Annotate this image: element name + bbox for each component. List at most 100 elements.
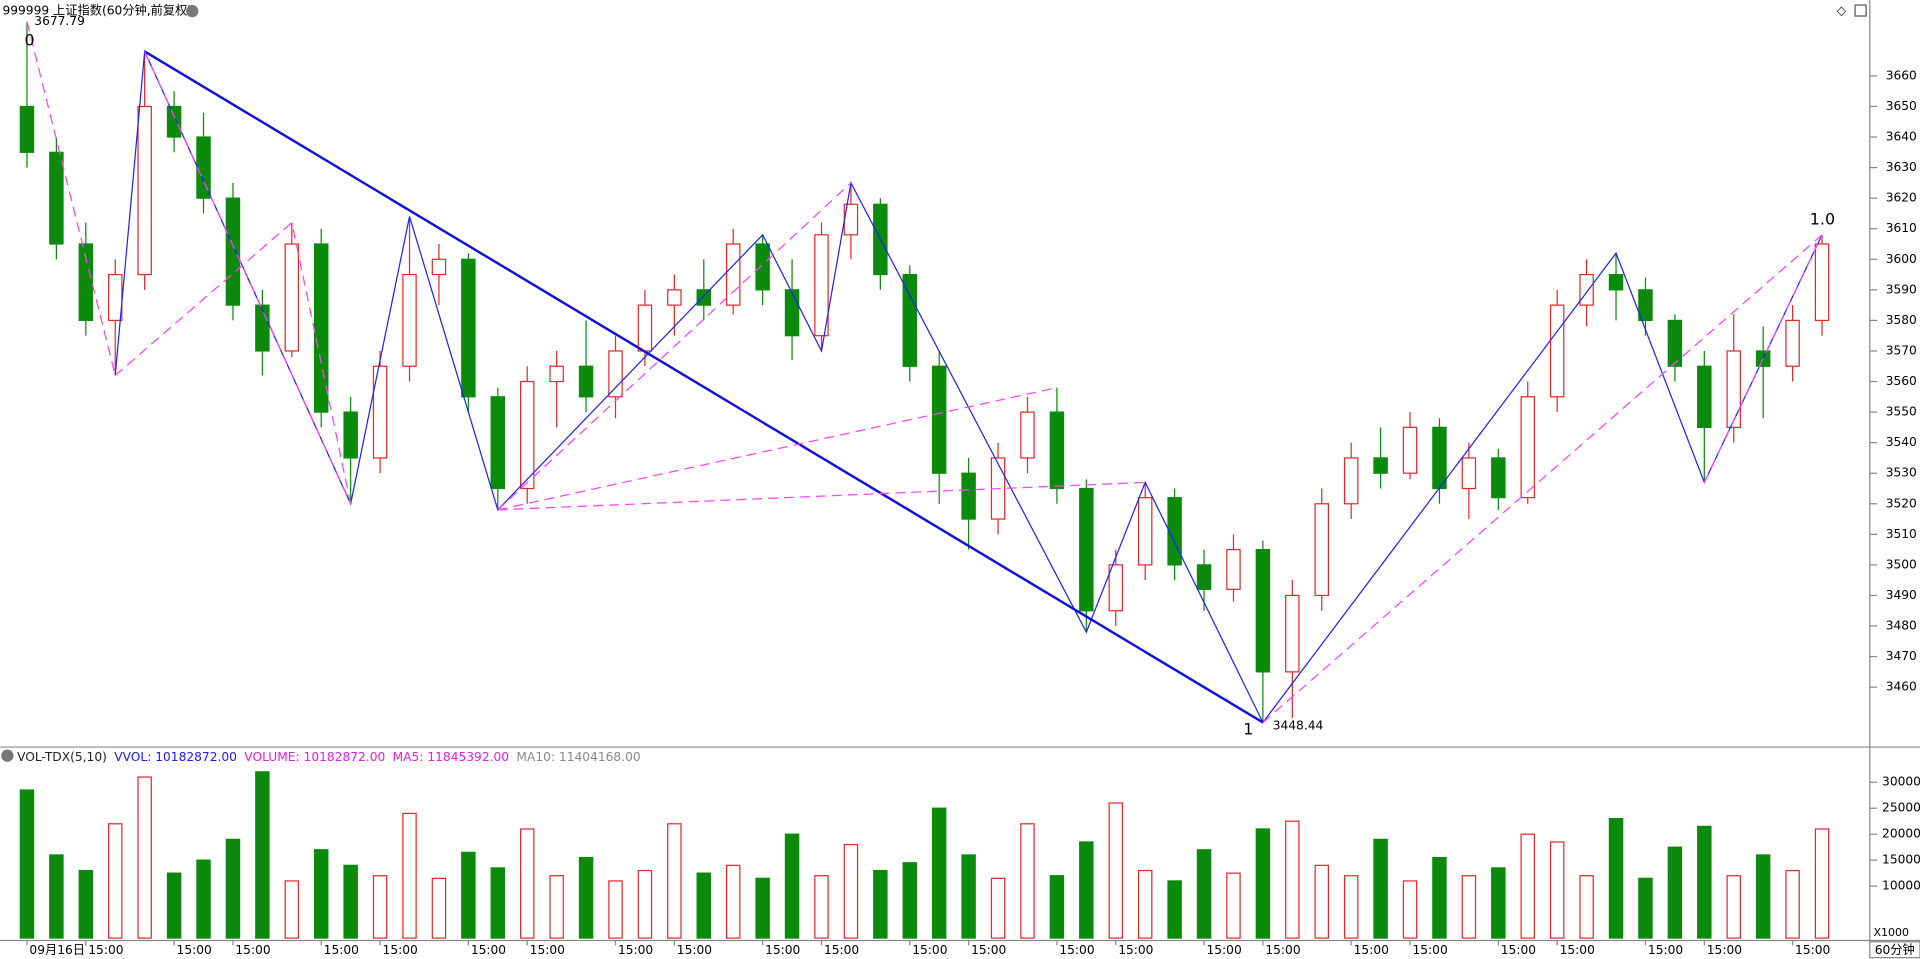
y-tick-label: 3510: [1886, 527, 1917, 541]
candle-body: [784, 289, 800, 337]
y2-tick-label: 15000: [1882, 853, 1920, 867]
candle-body: [549, 365, 564, 383]
y-tick-label: 3500: [1886, 557, 1917, 571]
candle-body: [1638, 289, 1653, 322]
volume-bar: [549, 875, 564, 939]
title-menu[interactable]: [186, 5, 199, 18]
x-tick-label: 15:00: [324, 943, 359, 957]
volume-bar: [1697, 825, 1712, 939]
period-box[interactable]: [1869, 941, 1920, 959]
candle-body: [343, 411, 358, 459]
start-label: 0: [25, 31, 35, 50]
y-tick-label: 3470: [1886, 649, 1917, 663]
volume-bar: [667, 823, 682, 939]
volume-bar: [608, 880, 623, 939]
volume-bar: [1137, 869, 1153, 939]
volume-bar: [1226, 872, 1241, 939]
candle-body: [78, 243, 94, 322]
volume-bar: [696, 872, 712, 939]
volume-bar: [19, 789, 35, 939]
volume-bar: [343, 864, 358, 939]
candle-body: [284, 243, 300, 352]
chart-title: 999999 上证指数(60分钟,前复权): [2, 3, 192, 18]
y-tick-label: 3650: [1886, 99, 1917, 113]
volume-bar: [1608, 817, 1624, 939]
candle-body: [1785, 319, 1800, 367]
low-mark: 1: [1243, 719, 1253, 738]
volume-bar: [1549, 841, 1565, 939]
candle-body: [1255, 549, 1271, 673]
candle-body: [490, 396, 506, 490]
volume-menu[interactable]: [1, 749, 14, 762]
fib-line: [114, 222, 293, 376]
x-tick-label: 15:00: [1118, 943, 1153, 957]
volume-bar: [1755, 854, 1771, 939]
candle-body: [402, 273, 417, 367]
volume-bar: [931, 807, 947, 939]
candle-body: [1049, 411, 1065, 490]
volume-bar: [490, 867, 506, 939]
diamond-icon[interactable]: ◇: [1837, 4, 1847, 18]
volume-bar: [843, 843, 859, 939]
candle-body: [667, 289, 682, 306]
window-icon[interactable]: [1854, 4, 1867, 17]
y-tick-label: 3610: [1886, 221, 1917, 235]
volume-bar: [1167, 880, 1182, 939]
x-tick-label: 15:00: [971, 943, 1006, 957]
x-tick-label: 15:00: [88, 943, 123, 957]
volume-bar: [1285, 820, 1300, 939]
candle-body: [1402, 426, 1418, 474]
candle-body: [1814, 243, 1830, 322]
fib-line: [1703, 234, 1823, 483]
high-label: 3677.79: [34, 14, 85, 28]
candle-body: [1432, 426, 1447, 490]
volume-bar: [108, 823, 123, 939]
candle-body: [1520, 396, 1535, 499]
y-tick-label: 3520: [1886, 496, 1917, 510]
volume-bar: [78, 869, 94, 939]
y-tick-label: 3490: [1886, 588, 1917, 602]
y-tick-label: 3550: [1886, 405, 1917, 419]
candle-body: [1579, 273, 1594, 306]
candle-body: [1491, 457, 1506, 499]
volume-bar: [578, 856, 594, 939]
fib-line: [497, 481, 1146, 511]
volume-bar: [1520, 833, 1535, 939]
x-tick-label: 15:00: [1412, 943, 1447, 957]
x-tick-label: 15:00: [1206, 943, 1241, 957]
candle-body: [1108, 564, 1124, 612]
volume-bar: [402, 812, 417, 939]
x-tick-label: 15:00: [824, 943, 859, 957]
candle-body: [1196, 564, 1212, 590]
volume-bar: [225, 838, 241, 939]
volume-bar: [784, 833, 800, 939]
candle-body: [1137, 497, 1153, 566]
x-tick-label: 15:00: [177, 943, 212, 957]
candle-body: [1373, 457, 1388, 474]
trend-line: [144, 50, 1264, 724]
y-tick-label: 3580: [1886, 313, 1917, 327]
volume-bar: [1049, 875, 1065, 939]
volume-bar: [519, 828, 535, 939]
candle-body: [725, 243, 741, 306]
volume-bar: [49, 854, 64, 939]
volume-bar: [137, 776, 152, 939]
fib-line: [144, 51, 352, 505]
candle-body: [313, 243, 329, 413]
volume-bar: [873, 869, 888, 939]
y-tick-label: 3540: [1886, 435, 1917, 449]
volume-bar: [1491, 867, 1506, 939]
volume-bar: [1814, 828, 1830, 939]
volume-bar: [461, 851, 476, 939]
volume-header-item: MA5: 11845392.00: [393, 749, 509, 763]
volume-bar: [313, 849, 329, 939]
x-tick-label: 15:00: [1354, 943, 1389, 957]
x-tick-label: 15:00: [765, 943, 800, 957]
volume-bar: [1108, 802, 1124, 939]
candle-body: [49, 151, 64, 245]
x-tick-label: 15:00: [1707, 943, 1742, 957]
y-tick-label: 3620: [1886, 191, 1917, 205]
y-tick-label: 3660: [1886, 68, 1917, 82]
candle-body: [578, 365, 594, 398]
